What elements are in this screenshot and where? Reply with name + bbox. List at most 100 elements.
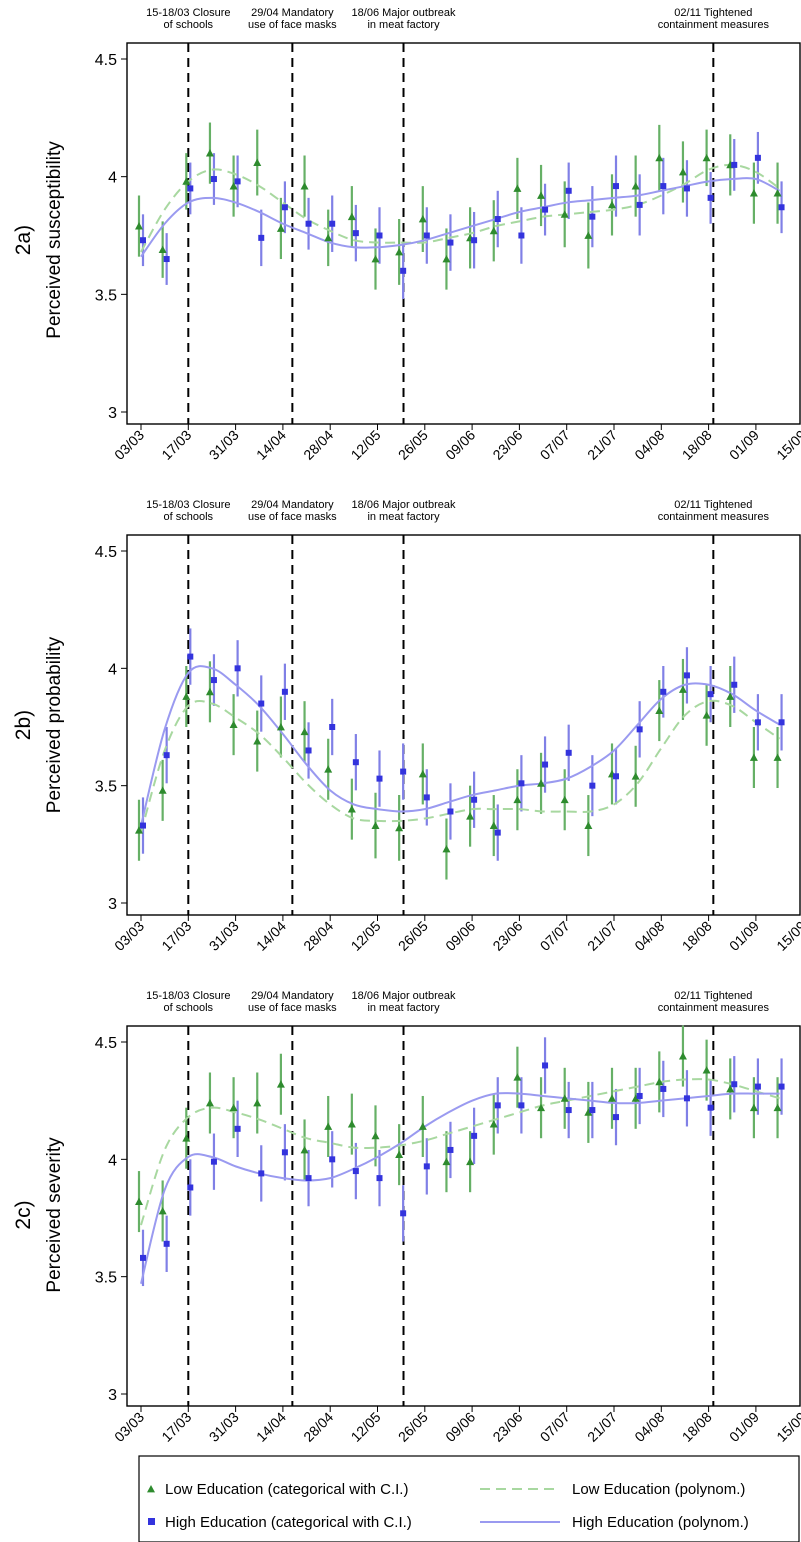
event-label-line1: 18/06 Major outbreak xyxy=(352,990,456,1002)
x-tick-label: 26/05 xyxy=(395,918,431,954)
low-education-point xyxy=(229,1103,238,1112)
high-education-point xyxy=(707,1104,714,1111)
high-education-point xyxy=(589,1107,596,1114)
event-label-line1: 29/04 Mandatory xyxy=(251,499,334,511)
event-label-line2: use of face masks xyxy=(248,511,337,523)
low-education-polynom-line xyxy=(140,1078,780,1226)
high-education-point xyxy=(707,194,714,201)
chart-panels: 3 3.5 4 4.5 03/03 17/03 31/03 14/04 28/04 12/05 26… xyxy=(12,7,801,1445)
high-education-point xyxy=(352,759,359,766)
low-education-point xyxy=(678,167,687,176)
high-education-point xyxy=(707,691,714,698)
event-label-line2: in meat factory xyxy=(367,1002,440,1014)
high-education-point xyxy=(731,681,738,688)
high-education-point xyxy=(494,829,501,836)
y-tick-label: 4.5 xyxy=(95,52,117,69)
high-education-point xyxy=(305,220,312,227)
low-education-point xyxy=(702,711,711,719)
low-education-point xyxy=(182,1134,191,1142)
y-tick-label: 4 xyxy=(108,661,117,678)
high-education-point xyxy=(660,183,667,190)
high-education-polynom-line xyxy=(140,177,781,258)
high-education-point xyxy=(471,1132,478,1139)
low-education-point xyxy=(276,723,285,731)
legend-low-education-categorical: Low Education (categorical with C.I.) xyxy=(165,1481,408,1498)
low-education-point xyxy=(726,692,735,700)
legend-high-education-marker xyxy=(148,1518,155,1525)
event-label-line2: use of face masks xyxy=(248,1002,337,1014)
high-education-point xyxy=(613,1114,619,1121)
y-tick-label: 3 xyxy=(108,405,117,422)
high-education-point xyxy=(281,688,288,695)
x-tick-label: 01/09 xyxy=(726,918,762,954)
low-education-point xyxy=(749,1103,758,1112)
high-education-point xyxy=(163,1240,170,1247)
x-tick-label: 04/08 xyxy=(631,918,667,954)
high-education-point xyxy=(187,185,194,192)
high-education-point xyxy=(683,185,690,192)
event-label-line2: containment measures xyxy=(658,1002,770,1014)
low-education-point xyxy=(158,1206,167,1215)
x-tick-label: 12/05 xyxy=(348,1409,384,1445)
panel-label: 2a) xyxy=(12,225,35,255)
low-education-point xyxy=(300,182,309,190)
low-education-point xyxy=(418,1122,427,1130)
x-tick-label: 26/05 xyxy=(395,427,431,463)
high-education-point xyxy=(542,1062,549,1069)
high-education-point xyxy=(140,237,146,244)
low-education-point xyxy=(253,1099,262,1107)
high-education-point xyxy=(778,1083,785,1090)
high-education-point xyxy=(329,220,336,227)
high-education-point xyxy=(660,688,667,695)
high-education-point xyxy=(305,747,312,754)
x-tick-label: 12/05 xyxy=(348,427,384,463)
high-education-point xyxy=(234,665,241,672)
x-tick-label: 01/09 xyxy=(726,427,762,463)
x-tick-label: 07/07 xyxy=(537,1409,573,1445)
event-label-line1: 02/11 Tightened xyxy=(674,499,752,511)
x-tick-label: 12/05 xyxy=(348,918,384,954)
high-education-point xyxy=(518,780,525,787)
event-label-line1: 15-18/03 Closure xyxy=(146,7,230,19)
low-education-point xyxy=(442,1157,451,1166)
high-education-point xyxy=(683,1095,690,1102)
low-education-point xyxy=(655,153,664,162)
x-tick-label: 28/04 xyxy=(300,918,336,954)
low-education-point xyxy=(182,692,191,700)
high-education-point xyxy=(542,206,549,213)
high-education-point xyxy=(187,1184,194,1191)
low-education-point xyxy=(678,1052,687,1060)
y-tick-label: 3.5 xyxy=(95,287,117,304)
x-tick-label: 07/07 xyxy=(537,427,573,463)
low-education-point xyxy=(466,1157,475,1166)
y-tick-label: 3.5 xyxy=(95,779,117,796)
low-education-point xyxy=(442,845,451,853)
low-education-point xyxy=(324,765,333,773)
plot-frame xyxy=(126,42,801,425)
legend-box xyxy=(138,1455,800,1542)
high-education-point xyxy=(234,1125,241,1132)
low-education-point xyxy=(702,153,711,162)
high-education-point xyxy=(636,1092,643,1099)
legend-low-education-marker xyxy=(147,1485,155,1493)
high-education-point xyxy=(731,1081,738,1088)
low-education-point xyxy=(584,821,593,829)
low-education-point xyxy=(537,779,546,787)
x-tick-label: 14/04 xyxy=(253,918,289,954)
high-education-point xyxy=(778,204,785,211)
high-education-point xyxy=(258,234,265,241)
high-education-point xyxy=(234,178,241,185)
x-tick-label: 31/03 xyxy=(206,918,242,954)
high-education-polynom-line xyxy=(140,1092,780,1284)
high-education-point xyxy=(400,267,407,274)
low-education-point xyxy=(773,1103,782,1112)
low-education-point xyxy=(229,720,238,729)
high-education-point xyxy=(281,204,288,211)
event-label-line2: of schools xyxy=(164,19,214,31)
y-axis-label: Perceived susceptibility xyxy=(44,141,65,339)
x-tick-label: 14/04 xyxy=(253,427,289,463)
x-tick-label: 18/08 xyxy=(679,1409,715,1445)
low-education-point xyxy=(395,1150,404,1159)
high-education-point xyxy=(376,1175,383,1182)
high-education-point xyxy=(754,154,761,161)
